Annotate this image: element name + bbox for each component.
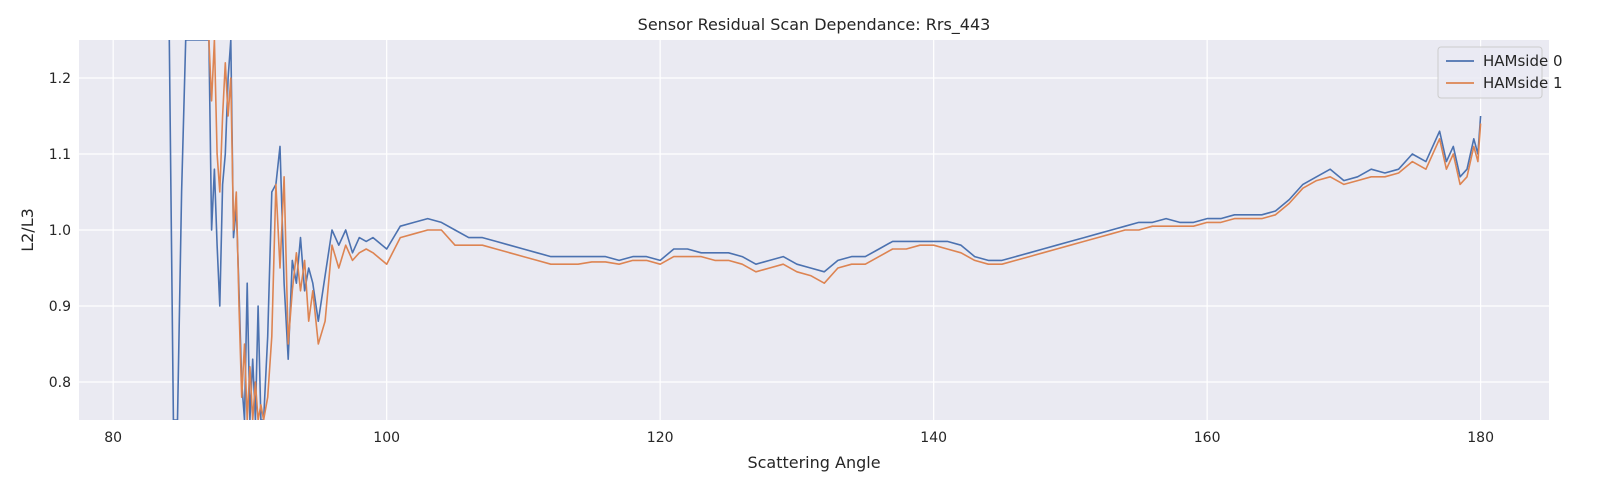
legend: HAMside 0 HAMside 1 (1437, 46, 1563, 99)
x-tick-label: 80 (104, 430, 122, 446)
legend-label-hamside-0: HAMside 0 (1483, 52, 1563, 70)
x-axis-label: Scattering Angle (747, 453, 880, 472)
legend-label-hamside-1: HAMside 1 (1483, 74, 1563, 92)
y-axis-label: L2/L3 (18, 208, 37, 252)
series-line-hamside-0 (168, 40, 1482, 420)
x-axis-ticks: 80 100 120 140 160 180 (104, 430, 1494, 446)
x-tick-label: 120 (647, 430, 674, 446)
grid-lines (79, 40, 1549, 420)
x-tick-label: 100 (373, 430, 400, 446)
x-tick-label: 160 (1194, 430, 1221, 446)
y-tick-label: 1.0 (49, 223, 71, 239)
y-tick-label: 1.1 (49, 147, 71, 163)
y-tick-label: 0.8 (49, 375, 71, 391)
series-line-hamside-1 (208, 40, 1482, 420)
y-axis-ticks: 0.8 0.9 1.0 1.1 1.2 (49, 71, 71, 391)
legend-box (1437, 46, 1543, 99)
y-tick-label: 0.9 (49, 299, 71, 315)
x-tick-label: 180 (1467, 430, 1494, 446)
y-tick-label: 1.2 (49, 71, 71, 87)
x-tick-label: 140 (920, 430, 947, 446)
chart-title: Sensor Residual Scan Dependance: Rrs_443 (638, 15, 991, 35)
series-layer (168, 40, 1482, 420)
